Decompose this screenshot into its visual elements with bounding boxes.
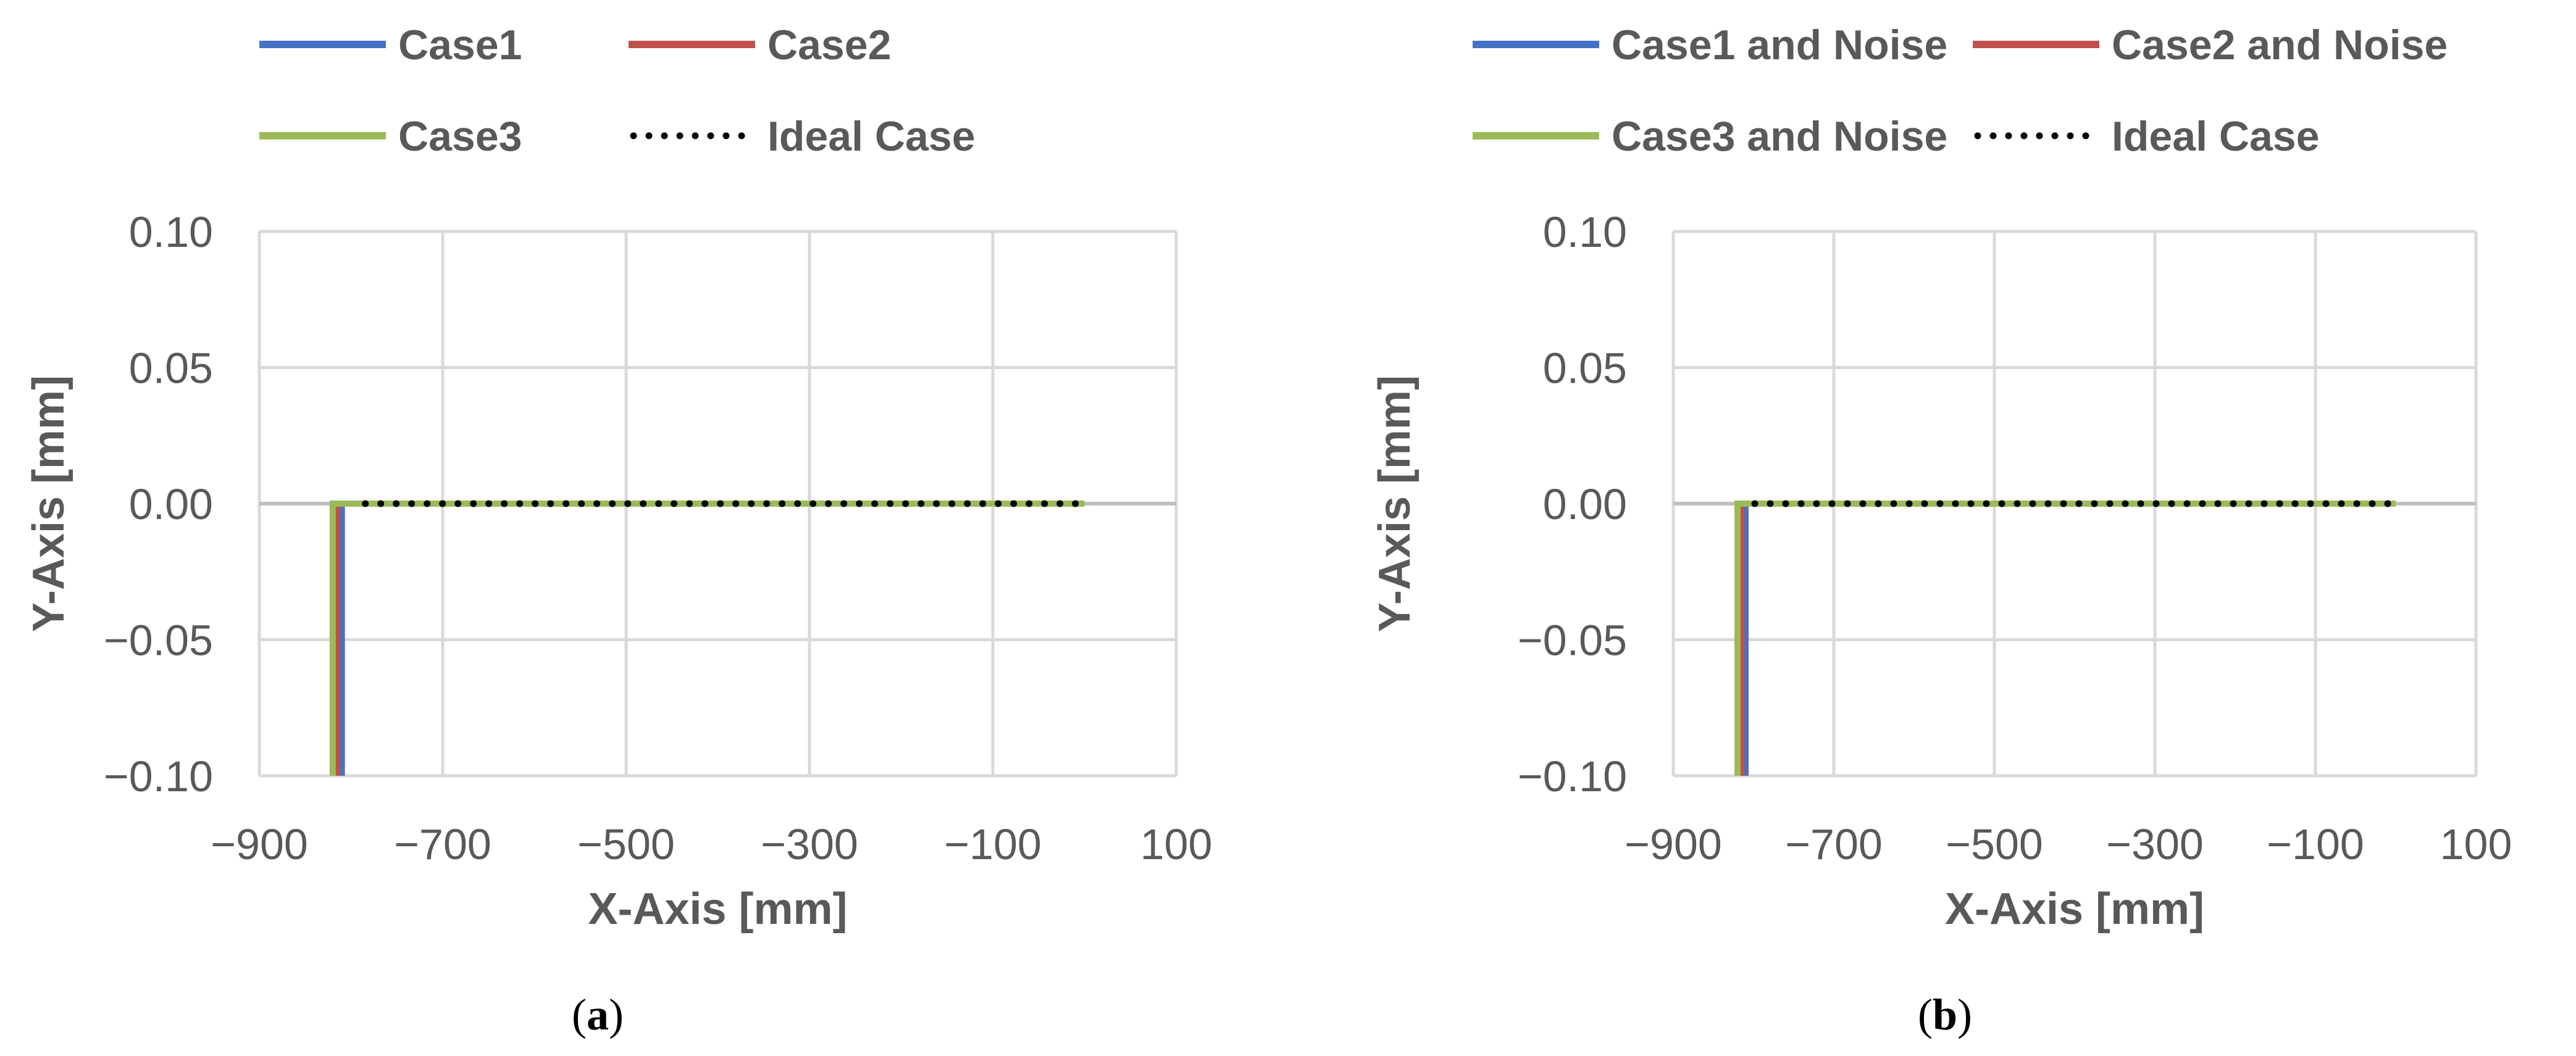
legend-label-ideal-case: Ideal Case [767, 113, 975, 160]
x-tick-label: −300 [2106, 820, 2204, 868]
series-line-case3-and-noise [1734, 501, 2396, 776]
x-tick-label: 100 [2440, 820, 2512, 868]
y-tick-label: −0.10 [1518, 752, 1627, 800]
y-tick-label: −0.05 [104, 617, 213, 665]
x-tick-label: −300 [761, 820, 858, 868]
x-tick-label: −500 [1946, 820, 2043, 868]
legend-label-case1-and-noise: Case1 and Noise [1612, 22, 1947, 69]
x-tick-label: 100 [1140, 820, 1213, 868]
series-line-case3 [329, 501, 1085, 776]
legend-label-case2-and-noise: Case2 and Noise [2112, 22, 2448, 69]
x-tick-label: −700 [1785, 820, 1883, 868]
chart-panel-b: −900 −700 −500 −300 −100 100 0.10 0.05 0.00 −0.05… [1370, 22, 2512, 1039]
x-tick-label: −100 [2267, 820, 2364, 868]
y-tick-label: 0.00 [1543, 480, 1627, 528]
legend-label-ideal-case: Ideal Case [2112, 113, 2319, 160]
legend-label-case3-and-noise: Case3 and Noise [1612, 113, 1947, 160]
y-tick-label: 0.10 [129, 208, 213, 256]
x-tick-label: −900 [1625, 820, 1722, 868]
x-tick-label: −100 [944, 820, 1042, 868]
y-tick-label: 0.05 [1543, 344, 1627, 393]
caption-open-paren: ( [572, 990, 587, 1039]
legend-label-case2: Case2 [767, 22, 891, 69]
y-tick-label: −0.10 [104, 752, 213, 800]
y-axis-title: Y-Axis [mm] [24, 375, 73, 632]
y-tick-label: 0.05 [129, 344, 213, 393]
x-axis-title: X-Axis [mm] [588, 884, 847, 934]
x-tick-label: −900 [211, 820, 308, 868]
legend-label-case1: Case1 [398, 22, 522, 69]
panel-caption: (a) [572, 990, 624, 1039]
y-axis-title: Y-Axis [mm] [1370, 375, 1420, 632]
y-tick-label: 0.00 [129, 480, 213, 528]
legend-label-case3: Case3 [398, 113, 522, 160]
caption-letter: b [1933, 990, 1957, 1039]
panel-caption: (b) [1918, 990, 1972, 1039]
x-tick-label: −700 [394, 820, 491, 868]
caption-close-paren: ) [1957, 990, 1972, 1039]
caption-letter: a [587, 990, 609, 1039]
x-axis-title: X-Axis [mm] [1945, 884, 2204, 934]
chart-panel-a: −900 −700 −500 −300 −100 100 0.10 0.05 0.00 −0.05… [24, 22, 1212, 1039]
x-tick-label: −500 [577, 820, 675, 868]
caption-open-paren: ( [1918, 990, 1933, 1039]
y-tick-label: 0.10 [1543, 208, 1627, 256]
y-tick-label: −0.05 [1518, 617, 1627, 665]
caption-close-paren: ) [609, 990, 624, 1039]
